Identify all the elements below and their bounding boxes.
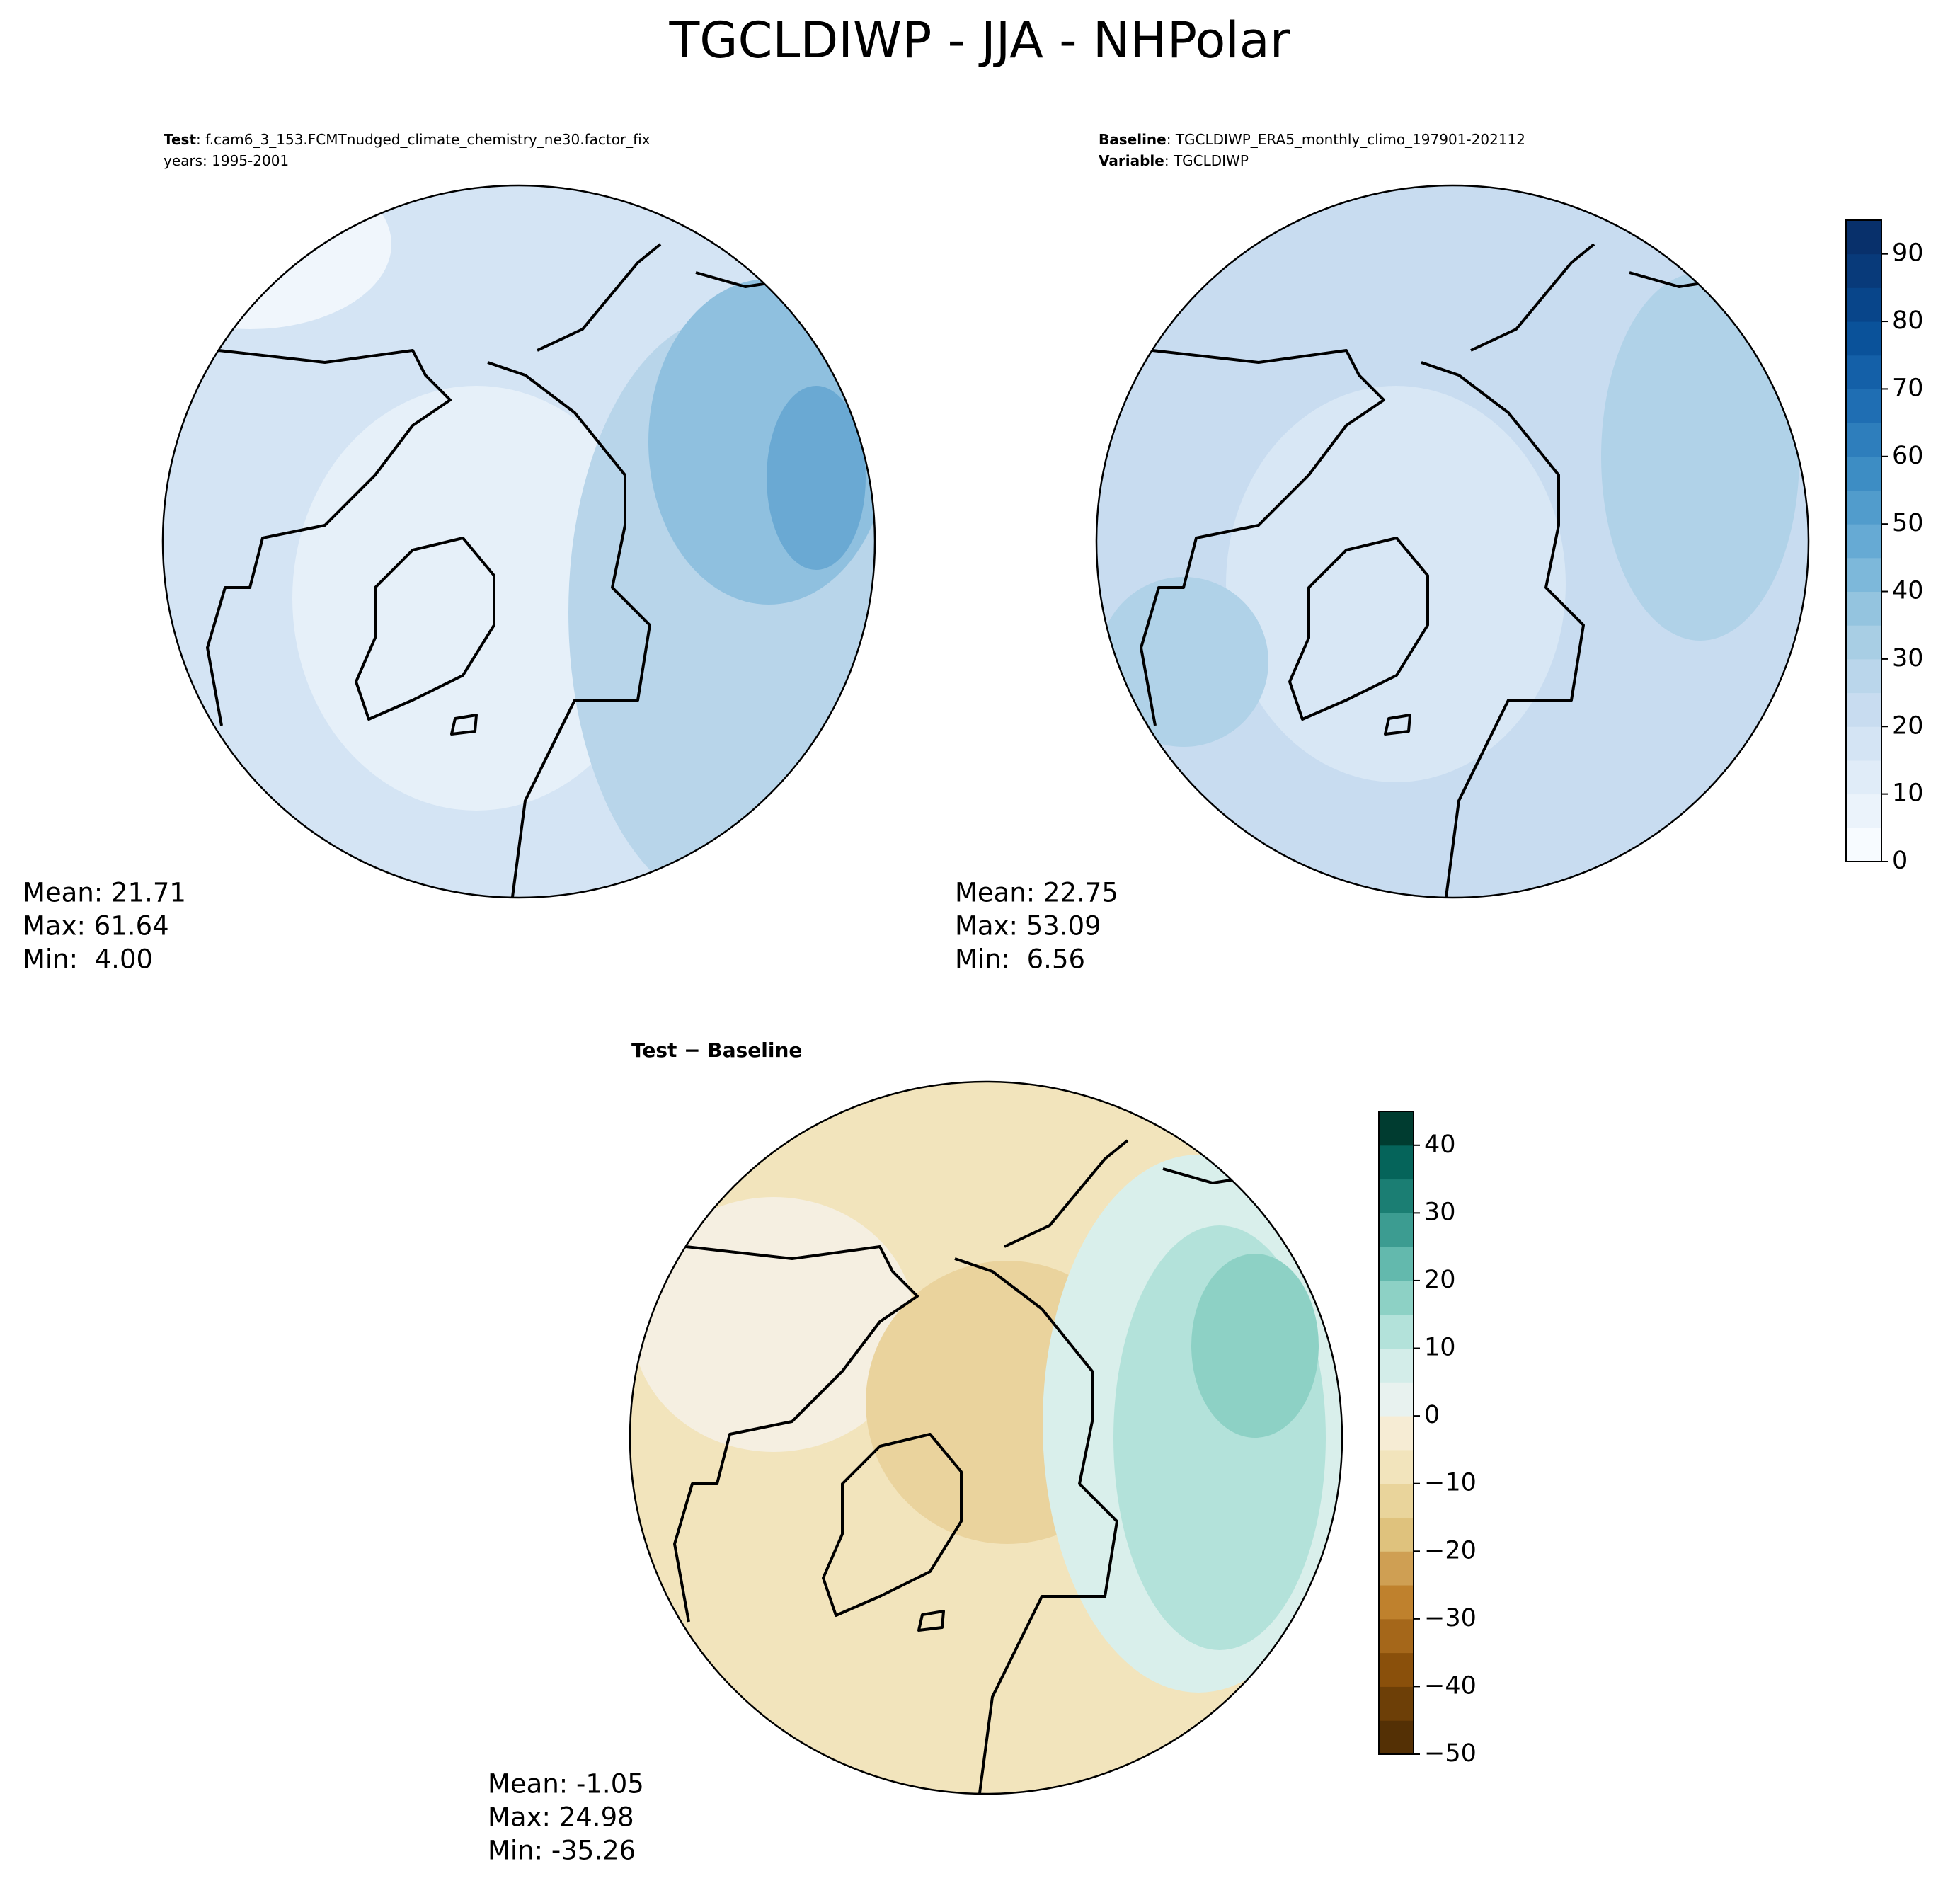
colorbar-band	[1846, 524, 1881, 559]
panel-stat: Max: 53.09	[955, 911, 1101, 942]
colorbar-band	[1846, 287, 1881, 322]
colorbar-tick-label: 10	[1424, 1334, 1456, 1362]
colorbar-band	[1379, 1213, 1414, 1247]
colorbar-band	[1379, 1348, 1414, 1383]
panel-stat: Mean: 21.71	[23, 878, 186, 908]
colorbar-tick-label: −30	[1424, 1604, 1477, 1632]
colorbar-band	[1846, 456, 1881, 491]
panel-stat: Mean: 22.75	[955, 878, 1118, 908]
colorbar-band	[1846, 726, 1881, 761]
colorbar-band	[1379, 1382, 1414, 1417]
panel-header: Test − Baseline	[631, 1039, 802, 1062]
panel-header: Baseline: TGCLDIWP_ERA5_monthly_climo_19…	[1099, 131, 1525, 148]
map-difference	[629, 1080, 1343, 1795]
colorbar-band	[1379, 1720, 1414, 1755]
colorbar-band	[1379, 1618, 1414, 1654]
header-text: years: 1995-2001	[164, 152, 289, 169]
colorbar-band	[1846, 253, 1881, 288]
colorbar-band	[1379, 1145, 1414, 1180]
colorbar-band	[1379, 1551, 1414, 1586]
panel-stat: Min: 6.56	[955, 944, 1085, 975]
colorbar-tick-label: 0	[1892, 847, 1908, 875]
colorbar-frame	[1845, 219, 1882, 862]
colorbar-band	[1379, 1416, 1414, 1451]
panel-stat: Min: -35.26	[488, 1836, 636, 1866]
colorbar-band	[1846, 557, 1881, 593]
colorbar-tick-label: 60	[1892, 442, 1924, 470]
colorbar-band	[1846, 220, 1881, 255]
colorbar-tick-label: 20	[1424, 1266, 1456, 1294]
colorbar-band	[1379, 1652, 1414, 1687]
colorbar-band	[1379, 1686, 1414, 1721]
colorbar-tick-label: −20	[1424, 1536, 1477, 1564]
colorbar-band	[1846, 490, 1881, 525]
panel-header: Test: f.cam6_3_153.FCMTnudged_climate_ch…	[164, 131, 651, 148]
header-label: Baseline	[1099, 131, 1167, 148]
colorbar-band	[1379, 1585, 1414, 1620]
colorbar-tick-label: 0	[1424, 1401, 1440, 1429]
colorbar-band	[1846, 591, 1881, 626]
header-label: Test − Baseline	[631, 1039, 802, 1062]
colorbar-tick-label: −50	[1424, 1739, 1477, 1768]
header-text: : f.cam6_3_153.FCMTnudged_climate_chemis…	[196, 131, 651, 148]
header-text: : TGCLDIWP_ERA5_monthly_climo_197901-202…	[1167, 131, 1525, 148]
header-label: Variable	[1099, 152, 1164, 169]
figure-title: TGCLDIWP - JJA - NHPolar	[669, 11, 1290, 69]
panel-stat: Max: 61.64	[23, 911, 169, 942]
colorbar-tick-label: 40	[1424, 1131, 1456, 1159]
panel-header: years: 1995-2001	[164, 152, 289, 169]
panel-stat: Min: 4.00	[23, 944, 153, 975]
colorbar-band	[1379, 1247, 1414, 1281]
colorbar-band	[1846, 389, 1881, 423]
colorbar-tick-label: 40	[1892, 577, 1924, 605]
colorbar-tick-label: 30	[1424, 1198, 1456, 1226]
colorbar-tick-label: −10	[1424, 1469, 1477, 1497]
colorbar-band	[1379, 1314, 1414, 1349]
map-baseline	[1095, 184, 1810, 899]
colorbar-band	[1379, 1483, 1414, 1518]
colorbar-band	[1846, 423, 1881, 457]
colorbar-band	[1846, 355, 1881, 389]
panel-stat: Max: 24.98	[488, 1802, 634, 1833]
header-label: Test	[164, 131, 196, 148]
colorbar-tick-label: −40	[1424, 1671, 1477, 1700]
header-text: : TGCLDIWP	[1164, 152, 1249, 169]
colorbar-band	[1846, 794, 1881, 828]
colorbar-band	[1846, 658, 1881, 694]
colorbar-band	[1379, 1280, 1414, 1315]
map-test	[161, 184, 876, 899]
colorbar-band	[1379, 1449, 1414, 1484]
colorbar-band	[1379, 1111, 1414, 1146]
colorbar-tick-label: 20	[1892, 711, 1924, 740]
colorbar-frame	[1378, 1111, 1414, 1755]
colorbar-tick-label: 30	[1892, 644, 1924, 673]
colorbar-band	[1379, 1179, 1414, 1213]
panel-stat: Mean: -1.05	[488, 1769, 644, 1800]
colorbar-tick-label: 10	[1892, 779, 1924, 808]
colorbar-tick-label: 80	[1892, 307, 1924, 335]
colorbar-band	[1846, 625, 1881, 660]
colorbar-tick-label: 70	[1892, 374, 1924, 402]
colorbar-band	[1846, 321, 1881, 356]
colorbar-band	[1379, 1517, 1414, 1552]
colorbar-band	[1846, 692, 1881, 727]
colorbar-band	[1846, 760, 1881, 795]
colorbar-tick-label: 90	[1892, 239, 1924, 268]
panel-header: Variable: TGCLDIWP	[1099, 152, 1249, 169]
colorbar-band	[1846, 828, 1881, 862]
colorbar-tick-label: 50	[1892, 509, 1924, 537]
